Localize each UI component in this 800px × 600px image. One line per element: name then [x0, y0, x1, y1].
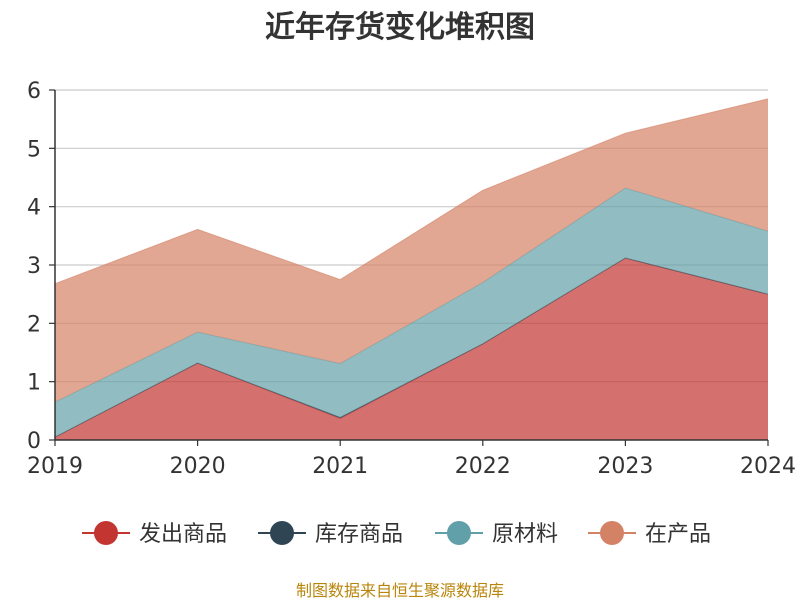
y-tick-label: 6 [27, 79, 41, 104]
y-tick-label: 2 [27, 312, 41, 337]
legend: 发出商品 库存商品 原材料 在产品 [82, 521, 711, 547]
axes: 0 1 2 3 4 5 6 2019 2020 2021 2022 2023 2024 [27, 79, 796, 479]
area-series-在产品 [55, 98, 768, 403]
x-tick-label: 2022 [455, 454, 511, 479]
series-line-在产品 [54, 98, 769, 285]
area-series-发出商品 [55, 258, 768, 440]
legend-marker [270, 521, 294, 545]
data-source-note: 制图数据来自恒生聚源数据库 [296, 581, 504, 600]
y-axis-label: 亿元 [0, 100, 3, 136]
legend-item-原材料[interactable]: 原材料 [435, 521, 558, 547]
x-tick-label: 2023 [597, 454, 653, 479]
x-tick-label: 2024 [740, 454, 796, 479]
x-tick-label: 2020 [170, 454, 226, 479]
y-tick-label: 3 [27, 254, 41, 279]
legend-label: 库存商品 [315, 522, 403, 547]
area-series-原材料 [55, 188, 768, 438]
x-tick-label: 2021 [312, 454, 368, 479]
chart-title: 近年存货变化堆积图 [265, 10, 535, 45]
legend-item-库存商品[interactable]: 库存商品 [258, 521, 403, 547]
legend-item-在产品[interactable]: 在产品 [588, 521, 711, 547]
x-tick-label: 2019 [27, 454, 83, 479]
legend-marker [600, 521, 624, 545]
area-series [54, 98, 769, 440]
y-tick-label: 4 [27, 196, 41, 221]
y-tick-label: 5 [27, 137, 41, 162]
legend-marker [94, 521, 118, 545]
legend-label: 发出商品 [139, 522, 227, 547]
legend-item-发出商品[interactable]: 发出商品 [82, 521, 227, 547]
y-tick-label: 0 [27, 429, 41, 454]
legend-label: 原材料 [492, 522, 558, 547]
legend-marker [447, 521, 471, 545]
legend-label: 在产品 [645, 522, 711, 547]
y-tick-label: 1 [27, 371, 41, 396]
